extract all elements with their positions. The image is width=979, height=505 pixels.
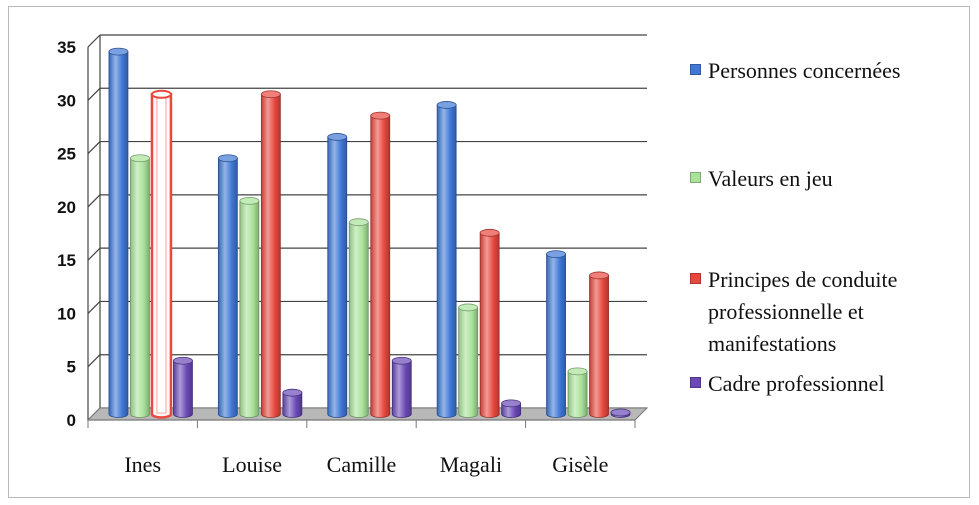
bar-top bbox=[479, 228, 500, 237]
x-tick-label: Camille bbox=[327, 452, 397, 477]
y-tick-label: 5 bbox=[67, 358, 76, 377]
gridline-depth bbox=[87, 87, 101, 101]
bar bbox=[546, 253, 566, 418]
bars bbox=[108, 47, 631, 419]
bar bbox=[108, 51, 129, 418]
bar-top bbox=[217, 154, 238, 163]
bar bbox=[391, 360, 412, 418]
legend-label: Valeurs en jeu bbox=[708, 166, 833, 191]
bar-top bbox=[150, 89, 172, 99]
bar-top bbox=[501, 399, 522, 408]
bar bbox=[348, 221, 369, 418]
gridline-depth bbox=[87, 141, 101, 154]
x-tick-label: Gisèle bbox=[552, 452, 608, 477]
legend-item-cadre-professionnel: Cadre professionnel bbox=[690, 368, 963, 400]
bar-top bbox=[130, 154, 150, 163]
bar-top bbox=[327, 133, 348, 141]
y-tick-label: 10 bbox=[57, 304, 76, 323]
legend-item-personnes-concernees: Personnes concernées bbox=[690, 55, 963, 87]
bar bbox=[370, 115, 391, 418]
bar-top bbox=[108, 47, 129, 56]
bar bbox=[239, 200, 260, 418]
gridline-depth bbox=[87, 247, 101, 261]
bar-top bbox=[610, 408, 631, 417]
y-tick-label: 20 bbox=[57, 198, 76, 217]
bar bbox=[589, 275, 609, 418]
bar-top bbox=[173, 356, 193, 365]
bar bbox=[282, 392, 303, 418]
legend-swatch-purple bbox=[690, 377, 701, 388]
gridline-depth bbox=[87, 301, 101, 314]
y-tick-label: 0 bbox=[67, 411, 76, 430]
gridline-depth bbox=[87, 34, 101, 48]
bar bbox=[501, 402, 522, 418]
bar bbox=[217, 157, 238, 418]
legend-item-principes: Principes de conduite professionnelle et… bbox=[690, 264, 963, 360]
y-tick-label: 35 bbox=[57, 38, 76, 57]
x-tick-label: Ines bbox=[124, 452, 161, 477]
bar-top bbox=[567, 367, 588, 376]
x-tick-label: Louise bbox=[222, 452, 282, 477]
bar-top bbox=[458, 303, 479, 312]
bar bbox=[327, 136, 348, 418]
bar-top bbox=[391, 356, 412, 365]
bar-top bbox=[436, 101, 457, 109]
legend-label: Personnes concernées bbox=[708, 58, 901, 83]
gridline-depth bbox=[87, 194, 101, 208]
x-tick-label: Magali bbox=[440, 452, 502, 477]
legend-item-valeurs-en-jeu: Valeurs en jeu bbox=[690, 163, 963, 195]
legend-swatch-green bbox=[690, 172, 701, 183]
bar bbox=[479, 232, 500, 418]
bar-top bbox=[282, 388, 303, 397]
bar-top bbox=[260, 90, 281, 99]
legend-label: Principes de conduite professionnelle et… bbox=[708, 267, 898, 356]
bar-top bbox=[239, 196, 260, 205]
y-tick-label: 30 bbox=[57, 91, 76, 110]
gridline-depth bbox=[87, 354, 101, 368]
legend-label: Cadre professionnel bbox=[708, 371, 885, 396]
legend-swatch-red bbox=[690, 273, 701, 284]
bar bbox=[260, 93, 281, 418]
bar-highlight-inner bbox=[156, 96, 167, 414]
bar-top bbox=[589, 271, 609, 280]
legend-swatch-blue bbox=[690, 64, 701, 75]
bar bbox=[458, 307, 479, 418]
bar-top bbox=[370, 111, 391, 120]
axis-labels: 0 5 10 15 20 25 30 35 Ines Louise Camille Magali Gis… bbox=[57, 38, 608, 477]
bar-top bbox=[546, 250, 566, 259]
bar-top bbox=[348, 218, 369, 227]
y-tick-label: 15 bbox=[57, 251, 76, 270]
bar bbox=[567, 370, 588, 418]
y-tick-label: 25 bbox=[57, 145, 76, 164]
bar bbox=[130, 157, 150, 418]
bar bbox=[436, 104, 457, 418]
bar bbox=[173, 360, 193, 418]
